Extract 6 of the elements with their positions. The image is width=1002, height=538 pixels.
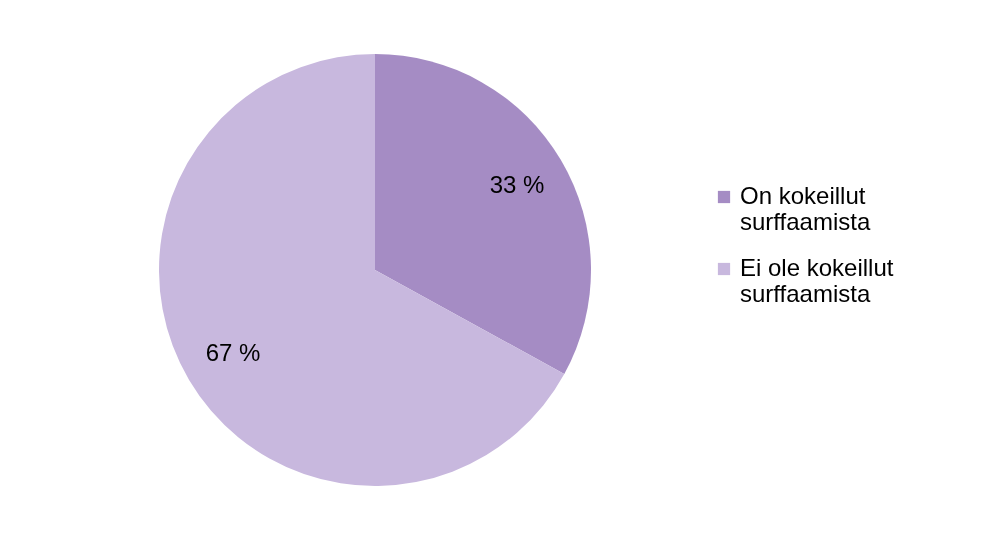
pie-slice bbox=[159, 54, 565, 486]
data-label: 67 % bbox=[205, 338, 261, 366]
legend-label: Ei ole kokeillut surffaamista bbox=[740, 254, 894, 307]
legend-label: On kokeillut surffaamista bbox=[740, 182, 871, 235]
pie-slice bbox=[375, 54, 591, 375]
data-label: 33 % bbox=[489, 171, 545, 199]
